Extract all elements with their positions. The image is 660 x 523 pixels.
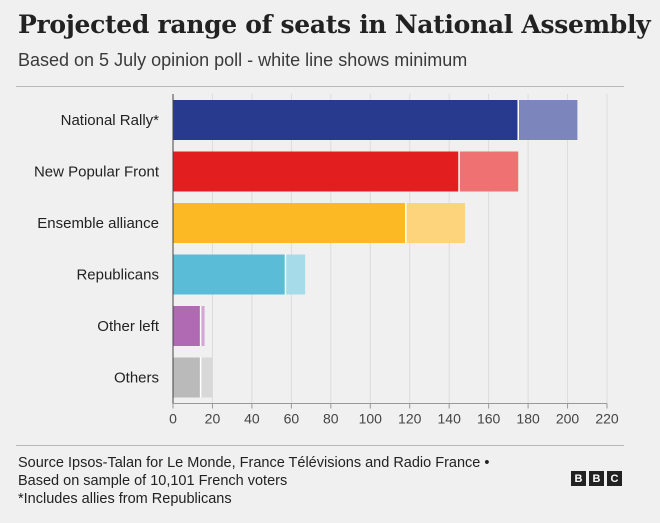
bar-min <box>173 306 201 346</box>
bar-min <box>173 151 460 192</box>
x-tick-label: 60 <box>284 411 300 427</box>
x-tick-label: 160 <box>477 411 501 427</box>
bar-min <box>173 357 201 398</box>
bar-min <box>173 100 519 140</box>
bar-min <box>173 254 286 295</box>
footer: Source Ipsos-Talan for Le Monde, France … <box>18 454 489 508</box>
chart-title: Projected range of seats in National Ass… <box>18 10 651 39</box>
bbc-logo-letter: C <box>607 471 622 486</box>
x-tick-label: 20 <box>205 411 221 427</box>
category-label: Ensemble alliance <box>37 215 159 232</box>
bbc-logo-letter: B <box>571 471 586 486</box>
bbc-logo: B B C <box>571 471 622 486</box>
source-line-1: Source Ipsos-Talan for Le Monde, France … <box>18 455 490 471</box>
x-tick-label: 0 <box>169 411 177 427</box>
source-line-2: Based on sample of 10,101 French voters <box>18 473 288 489</box>
x-tick-label: 100 <box>359 411 383 427</box>
category-label: Republicans <box>76 267 159 284</box>
bar-min <box>173 203 406 243</box>
bar-chart: National Rally* New Popular Front Ensemble… <box>34 94 619 427</box>
x-tick-label: 220 <box>595 411 619 427</box>
footnote: *Includes allies from Republicans <box>18 491 232 507</box>
x-tick-label: 140 <box>438 411 462 427</box>
x-tick-label: 120 <box>398 411 422 427</box>
category-label: National Rally* <box>61 112 160 129</box>
chart-subtitle: Based on 5 July opinion poll - white lin… <box>18 50 468 70</box>
category-label: Others <box>114 370 159 387</box>
x-tick-label: 80 <box>323 411 339 427</box>
category-label: New Popular Front <box>34 164 160 181</box>
x-tick-label: 200 <box>556 411 580 427</box>
top-divider <box>16 86 624 87</box>
x-tick-label: 40 <box>244 411 260 427</box>
footer-divider <box>16 445 624 446</box>
bbc-logo-letter: B <box>589 471 604 486</box>
category-label: Other left <box>97 318 160 335</box>
x-tick-label: 180 <box>516 411 540 427</box>
